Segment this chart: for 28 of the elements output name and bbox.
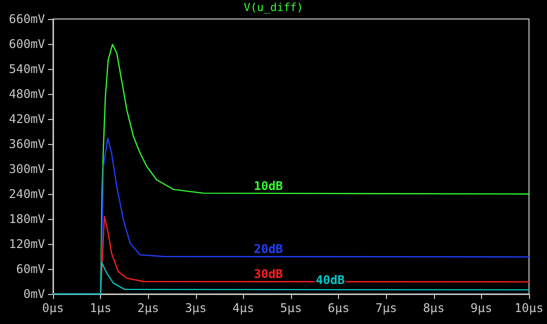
x-tick-label: 6µs	[328, 301, 350, 315]
chart-title: V(u_diff)	[244, 1, 304, 14]
series-label: 20dB	[254, 242, 283, 256]
y-tick-label: 540mV	[8, 62, 45, 76]
x-tick-label: 8µs	[422, 301, 445, 315]
x-tick-label: 4µs	[232, 301, 254, 315]
x-tick-label: 10µs	[514, 301, 544, 315]
y-tick-label: 120mV	[8, 237, 45, 251]
y-tick-label: 0mV	[23, 287, 45, 301]
x-tick-label: 7µs	[375, 301, 398, 315]
x-tick-label: 5µs	[280, 301, 302, 315]
x-tick-label: 1µs	[90, 301, 112, 315]
series-label: 10dB	[254, 179, 283, 193]
y-tick-label: 420mV	[8, 112, 45, 126]
x-tick-label: 2µs	[137, 301, 160, 315]
x-tick-label: 9µs	[470, 301, 492, 315]
y-tick-label: 480mV	[8, 87, 45, 101]
y-tick-label: 240mV	[8, 187, 45, 201]
series-label: 30dB	[254, 266, 283, 281]
y-tick-label: 660mV	[8, 12, 45, 26]
x-tick-label: 3µs	[184, 301, 207, 315]
y-tick-label: 60mV	[16, 262, 45, 276]
y-tick-label: 600mV	[8, 37, 45, 51]
series-label: 40dB	[316, 272, 345, 287]
y-tick-label: 360mV	[8, 137, 45, 151]
x-tick-label: 0µs	[42, 301, 64, 315]
y-tick-label: 300mV	[8, 162, 45, 176]
y-tick-label: 180mV	[8, 212, 45, 226]
